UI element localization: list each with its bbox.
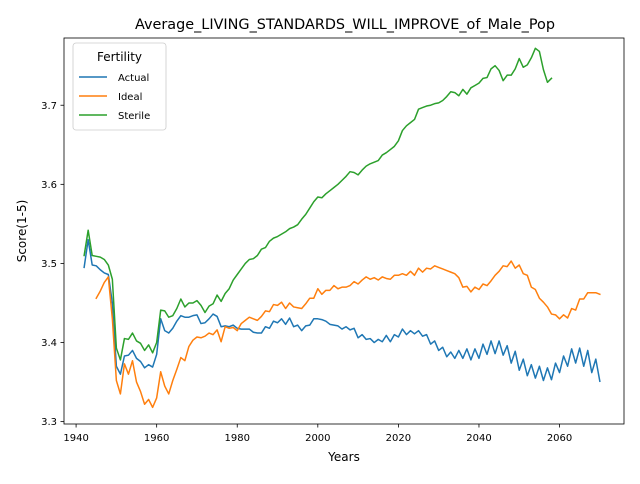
x-tick-label: 2060	[547, 433, 572, 444]
y-tick-label: 3.6	[41, 180, 57, 191]
y-tick-label: 3.3	[41, 417, 57, 428]
x-axis-ticks: 1940 1960 1980 2000 2020 2040 2060	[63, 424, 572, 444]
chart-title: Average_LIVING_STANDARDS_WILL_IMPROVE_of…	[135, 17, 555, 33]
legend-label-ideal: Ideal	[118, 92, 142, 103]
plot-frame	[63, 37, 625, 425]
y-tick-label: 3.7	[41, 101, 57, 112]
y-tick-label: 3.4	[41, 338, 57, 349]
y-axis-label: Score(1-5)	[15, 200, 29, 263]
plot-area	[83, 47, 601, 409]
legend-box	[72, 42, 167, 131]
legend: Fertility Actual Ideal Sterile	[72, 42, 167, 131]
legend-title: Fertility	[97, 50, 142, 64]
series-layer	[83, 47, 601, 409]
x-tick-label: 1940	[63, 433, 88, 444]
y-axis-ticks: 3.3 3.4 3.5 3.6 3.7	[41, 101, 64, 428]
x-tick-label: 2040	[466, 433, 491, 444]
legend-label-sterile: Sterile	[118, 111, 150, 122]
series-line-ideal	[95, 260, 601, 409]
x-tick-label: 2020	[386, 433, 411, 444]
x-tick-label: 1980	[225, 433, 250, 444]
x-tick-label: 2000	[305, 433, 330, 444]
series-line-actual	[83, 238, 601, 383]
legend-entries: Actual Ideal Sterile	[79, 73, 150, 122]
y-tick-label: 3.5	[41, 259, 57, 270]
x-axis-label: Years	[327, 450, 360, 464]
legend-label-actual: Actual	[118, 73, 149, 84]
x-tick-label: 1960	[144, 433, 169, 444]
series-line-sterile	[83, 47, 553, 361]
